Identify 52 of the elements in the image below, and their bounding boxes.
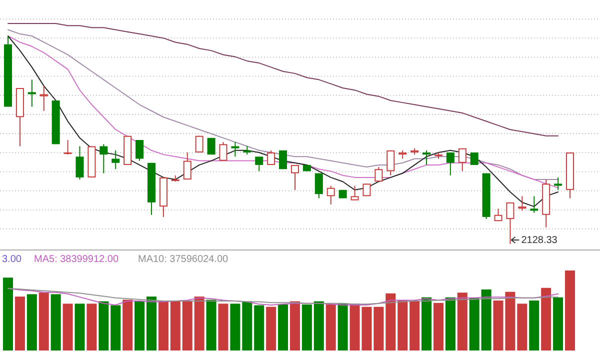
bar	[230, 304, 240, 350]
bar	[338, 304, 348, 350]
text: MA10: 37596024.00	[138, 254, 229, 265]
annotation: 2128.33	[521, 235, 558, 246]
bar	[218, 304, 228, 350]
candlestick	[64, 140, 72, 155]
bar	[206, 300, 216, 350]
bar	[433, 302, 444, 350]
bar	[565, 270, 575, 350]
bar	[302, 304, 312, 350]
bar	[134, 301, 145, 350]
candlestick	[40, 86, 48, 111]
bar	[278, 304, 288, 350]
bar	[110, 305, 121, 350]
bar	[158, 300, 168, 350]
text: MA5: 38399912.00	[34, 254, 119, 265]
bar	[62, 304, 73, 350]
candlestick	[530, 196, 538, 213]
bar	[374, 306, 384, 350]
candlestick	[28, 80, 36, 107]
bar	[26, 294, 37, 350]
bar	[290, 301, 300, 350]
bar	[194, 296, 204, 350]
bar	[182, 301, 192, 350]
bar	[326, 304, 336, 350]
bar	[170, 301, 180, 350]
bar	[146, 296, 156, 350]
bar	[386, 293, 396, 350]
bar	[422, 297, 432, 350]
bar	[541, 288, 552, 350]
bar	[3, 278, 13, 350]
bar	[242, 301, 252, 350]
bar	[98, 301, 109, 350]
bar	[398, 300, 408, 350]
bar	[314, 301, 324, 350]
bar	[457, 292, 468, 350]
bar	[38, 292, 49, 350]
bar	[517, 304, 528, 350]
bar	[86, 304, 97, 350]
bar	[469, 298, 480, 350]
bar	[50, 294, 61, 350]
bar	[122, 300, 133, 350]
bar	[14, 296, 25, 350]
bar	[254, 305, 264, 350]
bar	[529, 300, 540, 350]
bar	[410, 301, 420, 350]
bar	[266, 306, 276, 350]
bar	[553, 297, 564, 350]
text: 3.00	[2, 254, 22, 265]
bar	[74, 304, 85, 350]
bar	[481, 289, 492, 350]
bar	[445, 297, 456, 350]
